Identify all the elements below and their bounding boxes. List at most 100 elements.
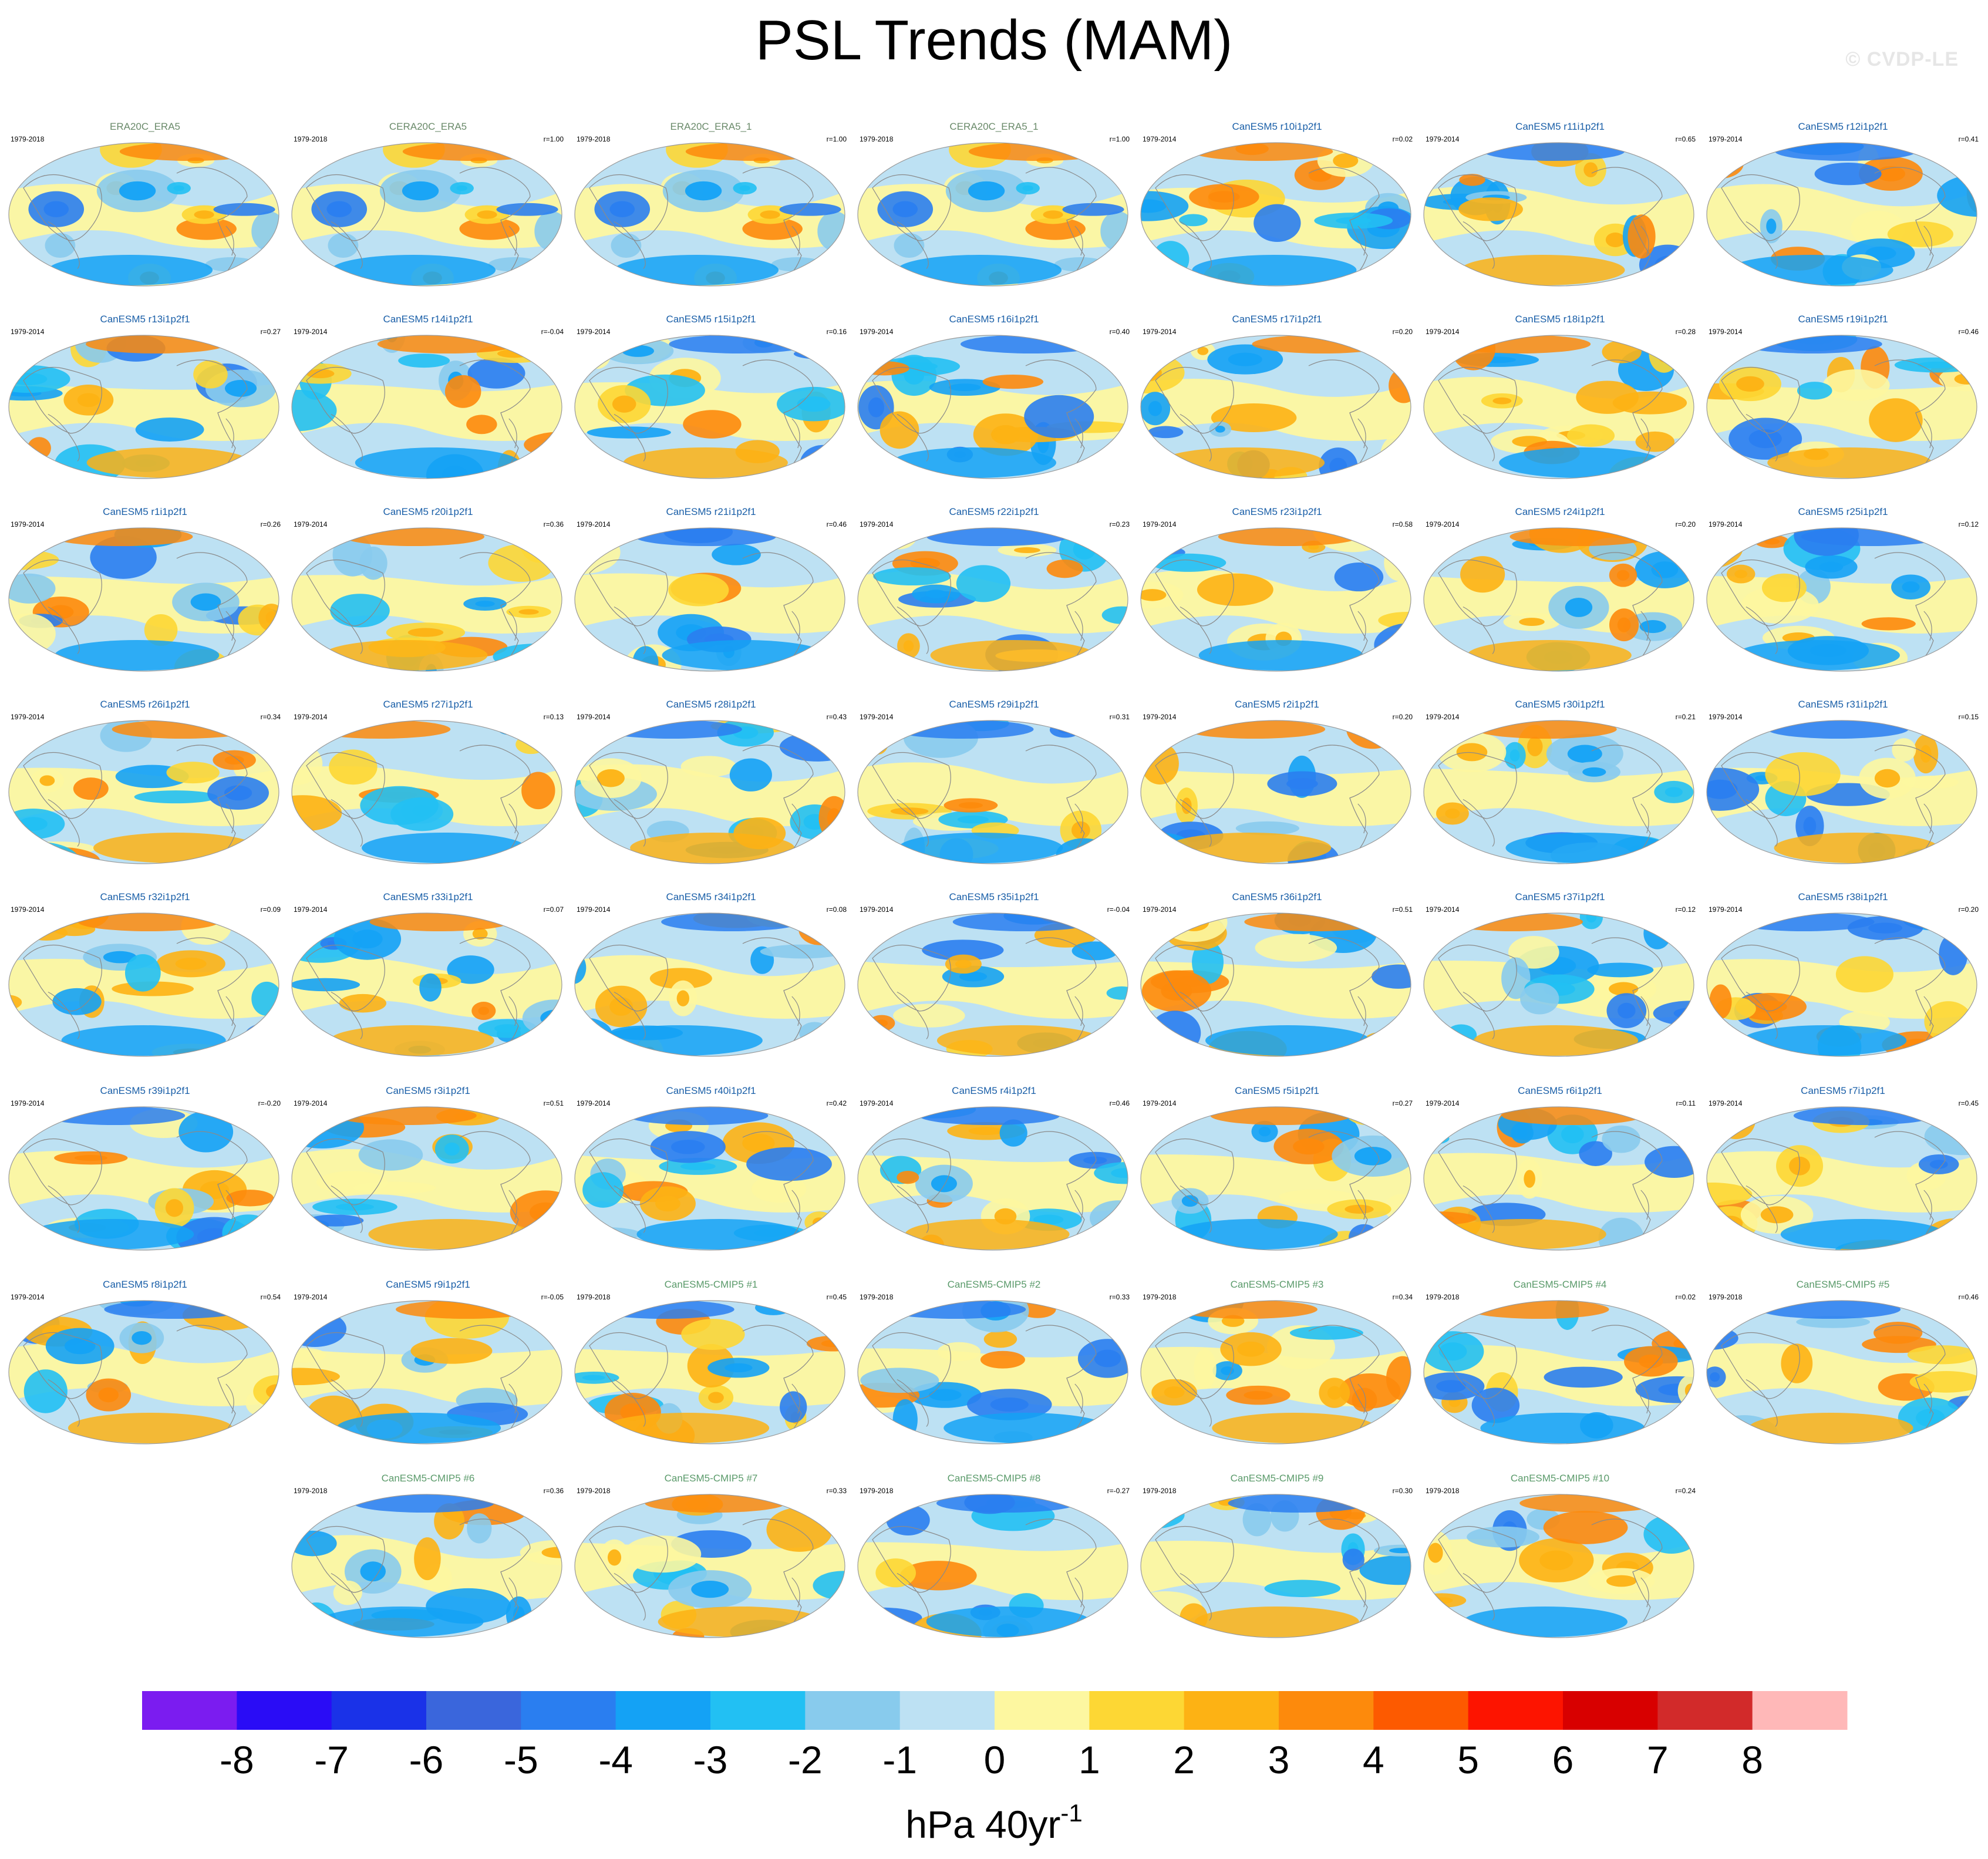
panel-title: CanESM5 r9i1p2f1 (386, 1279, 470, 1290)
southern-ocean-anomaly (319, 1607, 484, 1637)
southern-ocean-anomaly (1192, 255, 1357, 285)
anomaly-core (165, 1199, 184, 1217)
anomaly-core (582, 1375, 605, 1381)
positive-band (575, 955, 845, 1019)
panel-correlation: r=-0.05 (541, 1293, 564, 1301)
anomaly-core (1215, 426, 1225, 433)
anomaly-contour (1111, 1228, 1128, 1245)
trend-map (1423, 335, 1694, 479)
panel-years: 1979-2014 (1709, 520, 1743, 528)
anomaly-core (1911, 856, 1930, 864)
anomaly-core (1616, 570, 1630, 581)
southern-ocean-anomaly (86, 447, 251, 478)
southern-ocean-anomaly (331, 255, 496, 285)
panel-title: CanESM5 r33i1p2f1 (383, 891, 473, 902)
panel-correlation: r=0.34 (1392, 1293, 1413, 1301)
arctic-anomaly (343, 528, 484, 546)
panel-years: 1979-2014 (860, 328, 894, 336)
trend-map (8, 527, 279, 672)
colorbar-swatch (1468, 1691, 1564, 1730)
anomaly-contour (680, 756, 737, 777)
panel-title: CanESM5 r40i1p2f1 (666, 1085, 756, 1096)
arctic-anomaly (353, 1494, 494, 1513)
arctic-anomaly (1760, 1301, 1901, 1319)
panel-correlation: r=0.41 (1958, 135, 1979, 143)
anomaly-core (402, 181, 439, 201)
anomaly-contour (9, 725, 56, 739)
map-border (8, 1106, 279, 1251)
colorbar-tick-label: 4 (1363, 1738, 1384, 1781)
units-exponent: -1 (1060, 1799, 1083, 1827)
anomaly-contour (292, 1228, 314, 1250)
anomaly-core (1244, 1390, 1273, 1400)
anomaly-core (676, 990, 689, 1006)
arctic-anomaly (1793, 1107, 1935, 1125)
anomaly-contour (804, 1211, 834, 1234)
anomaly-contour (1264, 1580, 1341, 1597)
anomaly-contour (23, 1369, 68, 1413)
anomaly-core (891, 528, 908, 542)
trend-map (1423, 1300, 1694, 1444)
panel-correlation: r=0.08 (826, 905, 847, 914)
panel-years: 1979-2014 (1709, 135, 1743, 143)
southern-ocean-anomaly (930, 640, 1095, 671)
map-panel: CanESM5 r22i1p2f1 1979-2014 r=0.23 (856, 506, 1132, 692)
map-border (1423, 1494, 1694, 1638)
map-panel: CanESM5 r39i1p2f1 1979-2014 r=-0.20 (7, 1085, 283, 1271)
southern-ocean-anomaly (1463, 1607, 1628, 1637)
anomaly-core (1639, 1354, 1663, 1369)
positive-band (858, 1155, 1128, 1213)
arctic-anomaly (1184, 720, 1326, 739)
coastline (306, 1131, 531, 1244)
trend-map (574, 912, 845, 1057)
panel-title: CanESM5 r8i1p2f1 (103, 1279, 187, 1290)
anomaly-contour (1587, 962, 1654, 978)
trend-map (1140, 1106, 1411, 1251)
anomaly-core (1142, 838, 1171, 848)
trend-map (291, 142, 562, 287)
trend-map (857, 335, 1128, 479)
anomaly-contour (742, 217, 803, 240)
anomaly-core (1618, 1002, 1636, 1019)
anomaly-contour (1289, 1326, 1363, 1340)
anomaly-contour (729, 758, 772, 792)
anomaly-contour (292, 795, 342, 831)
panel-correlation: r=0.30 (1392, 1487, 1413, 1495)
anomaly-core (1748, 429, 1782, 449)
arctic-anomaly (1218, 528, 1359, 546)
anomaly-contour (1467, 1526, 1540, 1548)
anomaly-contour (1046, 559, 1083, 578)
southern-ocean-anomaly (1748, 1413, 1913, 1443)
panel-years: 1979-2014 (11, 520, 45, 528)
anomaly-contour (1141, 742, 1179, 785)
anomaly-core (821, 541, 844, 553)
anomaly-core (670, 1140, 705, 1154)
panel-years: 1979-2014 (1426, 713, 1460, 721)
panel-correlation: r=0.27 (260, 328, 281, 336)
panel-title: CanESM5-CMIP5 #4 (1513, 1279, 1607, 1290)
anomaly-core (1094, 1349, 1121, 1368)
anomaly-contour (447, 955, 494, 984)
anomaly-contour (1707, 1182, 1753, 1206)
map-border (574, 1300, 845, 1444)
southern-ocean-anomaly (1474, 1025, 1639, 1056)
anomaly-contour (222, 1214, 275, 1250)
anomaly-core (1022, 185, 1033, 191)
map-border (291, 1300, 562, 1444)
panel-years: 1979-2018 (294, 135, 328, 143)
anomaly-core (1918, 361, 1956, 369)
anomaly-core (407, 628, 444, 637)
panel-years: 1979-2014 (1709, 905, 1743, 914)
colorbar-swatch (521, 1691, 616, 1730)
anomaly-contour (858, 361, 909, 376)
anomaly-core (1431, 1597, 1453, 1604)
anomaly-core (1874, 769, 1901, 788)
anomaly-contour (1369, 1621, 1411, 1638)
panel-years: 1979-2014 (577, 713, 611, 721)
anomaly-contour (1334, 563, 1384, 592)
arctic-anomaly (919, 1107, 1060, 1125)
coastline (1438, 359, 1663, 472)
panel-correlation: r=0.20 (1392, 713, 1413, 721)
anomaly-core (903, 640, 914, 652)
panel-title: CanESM5 r1i1p2f1 (103, 506, 187, 517)
